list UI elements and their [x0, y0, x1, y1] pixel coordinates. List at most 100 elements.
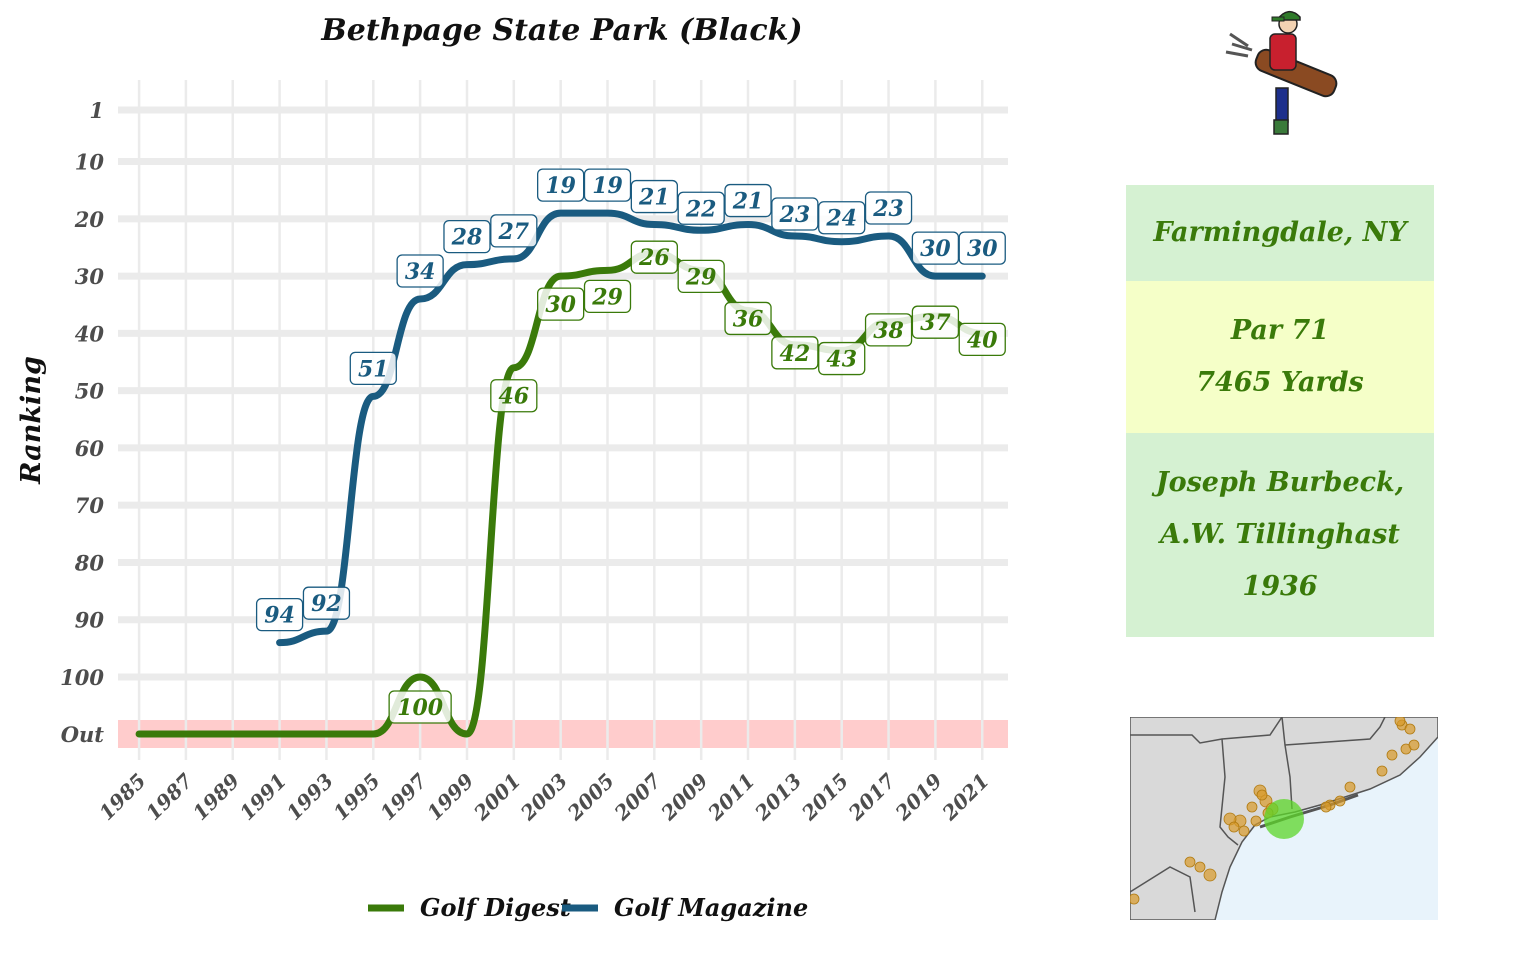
x-tick-label: 1999	[422, 769, 478, 825]
y-tick-label: 10	[75, 150, 105, 175]
data-label-text: 100	[397, 695, 444, 721]
location-text: Farmingdale, NY	[1153, 217, 1407, 248]
data-label: 22	[677, 191, 725, 225]
data-label-text: 36	[733, 306, 764, 332]
data-label: 21	[630, 179, 678, 214]
data-label-box	[537, 168, 585, 202]
data-label: 24	[818, 201, 866, 235]
x-tick-label: 2001	[468, 769, 525, 826]
x-tick-label: 2007	[609, 769, 666, 826]
data-label-text: 28	[451, 225, 483, 251]
y-tick-label: 50	[75, 379, 105, 404]
data-label-text: 38	[873, 318, 904, 344]
x-tick-label: 2003	[515, 769, 572, 826]
x-tick-label: 1997	[375, 769, 431, 825]
data-label-box	[771, 197, 819, 231]
data-label-text: 26	[638, 245, 670, 271]
data-label: 30	[958, 231, 1006, 265]
data-label-box	[958, 231, 1006, 265]
data-label: 92	[302, 586, 351, 620]
x-tick-label: 2015	[796, 769, 853, 826]
x-tick-label: 2009	[656, 769, 713, 826]
data-label-text: 23	[872, 196, 904, 222]
data-label-box	[818, 341, 866, 376]
data-label: 21	[724, 183, 772, 218]
data-label: 46	[490, 379, 538, 413]
data-label-text: 23	[779, 202, 811, 228]
data-label: 42	[771, 336, 819, 370]
legend-label: Golf Magazine	[614, 893, 808, 922]
data-label-box	[396, 254, 444, 288]
y-tick-label: 100	[60, 665, 104, 690]
data-label-text: 30	[920, 236, 951, 262]
data-labels: 100 46 30 29 26 29 36 42 43 38 37 40 94 92 51 34 28 27 19 1…	[255, 168, 1006, 724]
data-label-text: 42	[780, 341, 811, 367]
data-label: 19	[583, 168, 632, 202]
data-label: 28	[443, 219, 491, 254]
data-label-text: 22	[685, 196, 717, 222]
x-tick-label: 2011	[703, 769, 760, 826]
data-label: 38	[864, 313, 913, 347]
data-label-text: 27	[498, 219, 530, 245]
year-text: 1936	[1242, 571, 1318, 602]
data-label: 26	[630, 240, 678, 274]
data-label-text: 24	[825, 206, 857, 232]
data-label-text: 21	[732, 189, 764, 215]
data-label: 36	[724, 301, 772, 336]
data-label-box	[818, 201, 866, 235]
data-label-box	[490, 379, 538, 413]
ranking-chart: Bethpage State Park (Black) 1 10 20 30 40 50 6…	[16, 13, 1008, 922]
data-label: 23	[771, 197, 819, 231]
data-label-text: 46	[499, 384, 530, 410]
chart-title: Bethpage State Park (Black)	[320, 13, 802, 48]
x-tick-label: 1991	[235, 769, 291, 825]
x-tick-label: 2005	[562, 769, 619, 826]
data-label: 34	[396, 254, 444, 288]
x-tick-label: 1993	[282, 769, 338, 825]
data-label-text: 30	[967, 236, 998, 262]
y-tick-label: 40	[75, 321, 105, 346]
data-label-box	[630, 179, 678, 214]
data-label: 43	[818, 341, 866, 376]
series-line-golf-magazine	[276, 209, 986, 647]
data-label-text: 21	[638, 185, 670, 211]
data-label-text: 51	[358, 356, 389, 382]
data-label-box	[911, 305, 960, 339]
data-label-text: 37	[920, 310, 951, 336]
data-label-box	[537, 287, 585, 321]
y-tick-label: 60	[75, 436, 105, 461]
x-tick-label: 2017	[843, 769, 900, 826]
data-label: 94	[255, 597, 304, 632]
data-label-text: 29	[685, 264, 717, 290]
grid	[118, 80, 1008, 760]
x-tick-label: 1985	[94, 769, 150, 825]
y-tick-label: Out	[61, 722, 105, 747]
architect-1-text: Joseph Burbeck,	[1155, 467, 1405, 498]
yards-text: 7465 Yards	[1196, 367, 1364, 398]
data-label-box	[911, 231, 960, 265]
y-tick-label: 30	[75, 264, 105, 289]
data-label: 23	[864, 191, 913, 225]
data-label: 30	[537, 287, 585, 321]
data-label-box	[349, 351, 397, 386]
par-text: Par 71	[1230, 315, 1330, 346]
data-label-box	[958, 322, 1006, 357]
locator-map	[1130, 717, 1438, 920]
data-label-box	[443, 219, 491, 254]
data-label-box	[583, 168, 632, 202]
data-label-text: 92	[311, 591, 342, 617]
data-label: 29	[677, 259, 725, 294]
x-axis-ticks: 1985198719891991199319951997199920012003…	[94, 769, 993, 826]
data-label-box	[677, 259, 725, 294]
data-label: 30	[911, 231, 960, 265]
x-tick-label: 1989	[188, 769, 244, 825]
data-label-box	[864, 191, 913, 225]
x-tick-label: 1995	[328, 769, 384, 825]
y-tick-label: 80	[74, 550, 105, 575]
data-label-text: 34	[405, 259, 436, 285]
data-label: 40	[958, 322, 1006, 357]
data-label-text: 30	[545, 292, 576, 318]
data-label-text: 43	[826, 347, 857, 373]
data-label: 51	[349, 351, 397, 386]
x-tick-label: 2021	[937, 769, 994, 826]
